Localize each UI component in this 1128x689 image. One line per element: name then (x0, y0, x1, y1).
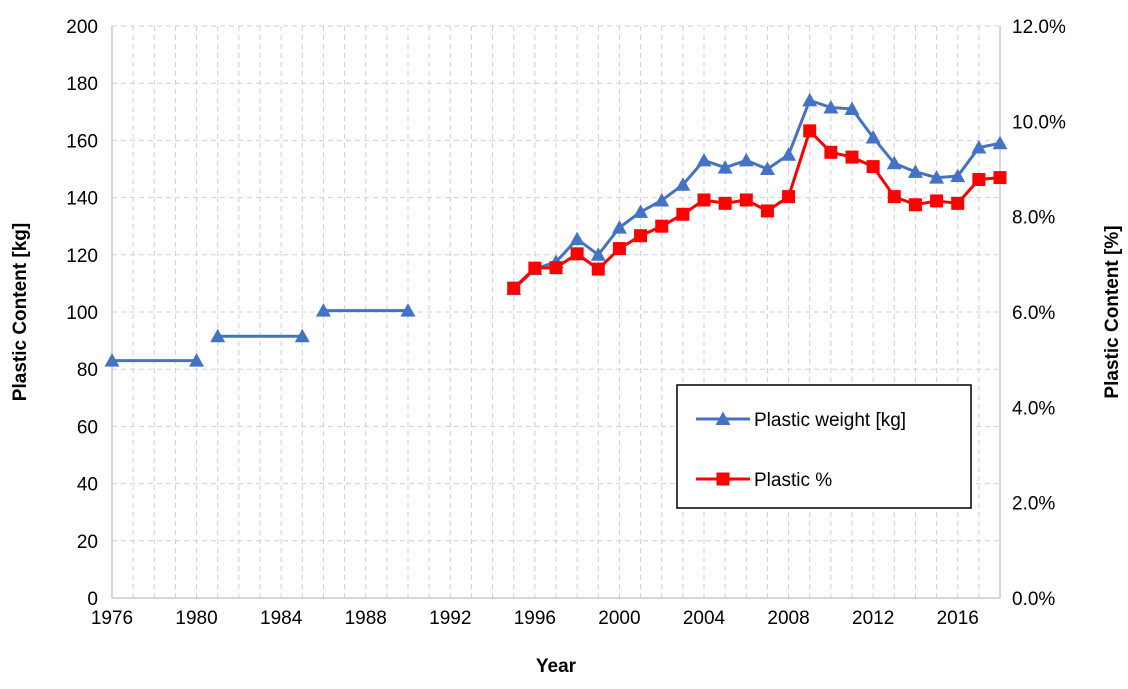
triangle-marker (781, 147, 797, 161)
y-tick-label: 160 (66, 131, 98, 152)
y-tick-label: 180 (66, 74, 98, 95)
y-tick-label: 120 (66, 246, 98, 267)
square-marker (716, 472, 730, 486)
legend-label: Plastic weight [kg] (754, 410, 906, 431)
square-marker (887, 190, 901, 204)
y-tick-label: 100 (66, 303, 98, 324)
triangle-marker (715, 411, 731, 425)
triangle-marker (611, 220, 627, 234)
triangle-marker (738, 152, 754, 167)
y-tick-label: 60 (77, 417, 98, 438)
square-marker (824, 145, 838, 159)
square-marker (782, 190, 796, 204)
y2-axis-title: Plastic Content [%] (1102, 225, 1123, 398)
y2-tick-label: 12.0% (1012, 17, 1066, 38)
x-axis-title: Year (536, 656, 577, 677)
square-marker (549, 261, 563, 275)
square-marker (908, 198, 922, 212)
triangle-marker (802, 92, 818, 107)
y-tick-label: 20 (77, 532, 98, 553)
y2-tick-label: 0.0% (1012, 589, 1055, 610)
square-marker (930, 194, 944, 208)
x-tick-label: 1992 (429, 608, 471, 629)
triangle-marker (823, 100, 839, 114)
square-marker (803, 124, 817, 138)
triangle-marker (189, 353, 205, 367)
square-marker (845, 150, 859, 164)
square-marker (528, 261, 542, 275)
y-tick-label: 200 (66, 17, 98, 38)
x-tick-label: 2012 (852, 608, 894, 629)
square-marker (570, 247, 584, 261)
gridlines (112, 25, 1000, 598)
triangle-marker (315, 303, 331, 317)
y2-tick-label: 10.0% (1012, 112, 1066, 133)
triangle-marker (992, 135, 1008, 150)
x-tick-label: 1996 (514, 608, 556, 629)
triangle-marker (294, 328, 310, 343)
y-tick-label: 140 (66, 189, 98, 210)
triangle-marker (759, 161, 775, 175)
square-marker (866, 160, 880, 174)
triangle-marker (696, 152, 712, 167)
triangle-marker (950, 168, 966, 183)
triangle-marker (844, 101, 860, 115)
square-marker (739, 193, 753, 207)
x-tick-label: 2000 (598, 608, 640, 629)
square-marker (676, 207, 690, 221)
x-tick-label: 1980 (175, 608, 217, 629)
square-marker (507, 281, 521, 295)
triangle-marker (104, 353, 120, 367)
triangle-marker (675, 177, 691, 191)
square-marker (634, 229, 648, 243)
triangle-marker (886, 155, 902, 170)
x-tick-label: 1984 (260, 608, 303, 629)
x-tick-label: 1988 (345, 608, 387, 629)
triangle-marker (717, 160, 733, 174)
legend: Plastic weight [kg] Plastic % (676, 384, 972, 509)
square-marker (697, 193, 711, 207)
square-marker (655, 219, 669, 233)
tick-labels: 1976 1980 1984 1988 1992 1996 2000 2004 2008 2012… (66, 17, 1066, 629)
x-tick-label: 2004 (683, 608, 726, 629)
legend-box (676, 384, 972, 509)
square-marker (591, 262, 605, 276)
square-marker (993, 171, 1007, 185)
square-marker (612, 242, 626, 256)
y2-tick-label: 8.0% (1012, 208, 1055, 229)
axes (111, 26, 1001, 599)
triangle-marker (907, 164, 923, 178)
square-marker (972, 172, 986, 186)
series-line (512, 129, 1001, 290)
series (104, 92, 1008, 367)
triangle-marker (633, 204, 649, 218)
x-tick-label: 1976 (91, 608, 133, 629)
y2-tick-label: 2.0% (1012, 494, 1055, 515)
triangle-marker (929, 170, 945, 184)
triangle-marker (569, 231, 585, 246)
triangle-marker (654, 192, 670, 207)
square-marker (760, 204, 774, 218)
y-axis-title: Plastic Content [kg] (10, 223, 31, 401)
triangle-marker (210, 328, 226, 343)
triangle-marker (865, 130, 881, 144)
y2-tick-label: 6.0% (1012, 303, 1055, 324)
y-tick-label: 0 (87, 589, 98, 610)
series-plastic-percent (507, 124, 1007, 295)
square-marker (951, 196, 965, 210)
y-tick-label: 40 (77, 475, 98, 496)
y-tick-label: 80 (77, 360, 98, 381)
triangle-marker (590, 247, 606, 261)
triangle-marker (400, 303, 416, 317)
x-tick-label: 2016 (937, 608, 979, 629)
legend-label: Plastic % (754, 470, 832, 491)
y2-tick-label: 4.0% (1012, 398, 1055, 419)
square-marker (718, 196, 732, 210)
triangle-marker (971, 140, 987, 154)
x-tick-label: 2008 (767, 608, 809, 629)
